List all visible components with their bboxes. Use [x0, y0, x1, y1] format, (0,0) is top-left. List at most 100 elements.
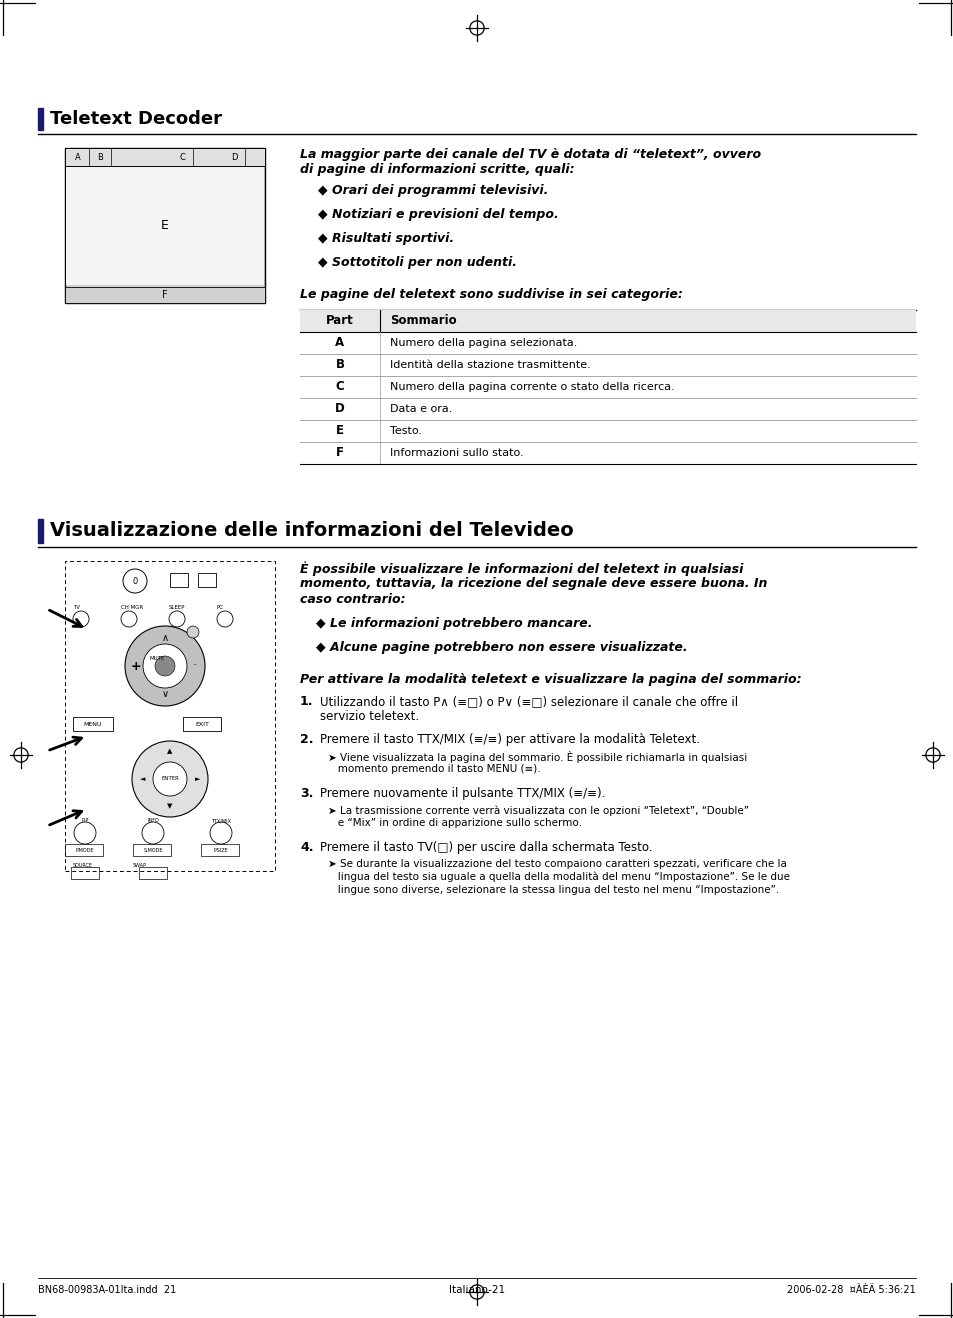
Text: Informazioni sullo stato.: Informazioni sullo stato. [390, 448, 523, 457]
Text: momento premendo il tasto ​MENU​ (≡).: momento premendo il tasto ​MENU​ (≡). [328, 764, 540, 774]
Text: È possibile visualizzare le informazioni del teletext in qualsiasi: È possibile visualizzare le informazioni… [299, 561, 742, 576]
Bar [66, 166, 264, 285]
Text: F: F [335, 447, 344, 460]
Text: PC: PC [216, 605, 224, 610]
Text: B: B [97, 153, 103, 162]
Text: 1.: 1. [299, 695, 314, 708]
Text: ➤ La trasmissione corrente verrà visualizzata con le opzioni “Teletext”, “Double: ➤ La trasmissione corrente verrà visuali… [328, 805, 748, 816]
Bar [299, 310, 915, 332]
Text: A: A [335, 336, 344, 349]
Text: ◆ Risultati sportivi.: ◆ Risultati sportivi. [317, 232, 454, 245]
Text: ENTER: ENTER [161, 776, 179, 782]
Text: Data e ora.: Data e ora. [390, 405, 452, 414]
Text: 4.: 4. [299, 841, 314, 854]
Text: SLEEP: SLEEP [169, 605, 185, 610]
Bar [65, 561, 274, 871]
Text: BN68-00983A-01Ita.indd  21: BN68-00983A-01Ita.indd 21 [38, 1285, 176, 1296]
Bar [183, 717, 221, 731]
Text: 3.: 3. [299, 787, 313, 800]
Text: S.MODE: S.MODE [143, 849, 163, 854]
Text: 2006-02-28  ¤ÀÈÄ 5:36:21: 2006-02-28 ¤ÀÈÄ 5:36:21 [786, 1285, 915, 1296]
Text: TV: TV [73, 605, 80, 610]
Text: MENU: MENU [84, 722, 102, 728]
Circle shape [154, 656, 174, 676]
Text: e “Mix” in ordine di apparizione sullo schermo.: e “Mix” in ordine di apparizione sullo s… [328, 818, 581, 828]
Text: Testo.: Testo. [390, 426, 421, 436]
Text: ∧: ∧ [161, 633, 169, 643]
Text: ··: ·· [193, 662, 197, 671]
Text: ➤ Viene visualizzata la pagina del sommario. È possibile richiamarla in qualsias: ➤ Viene visualizzata la pagina del somma… [328, 751, 746, 763]
Bar [170, 573, 188, 587]
Text: MUTE: MUTE [150, 655, 165, 660]
Text: E: E [335, 424, 344, 438]
Text: C: C [335, 381, 344, 394]
Text: lingue sono diverse, selezionare la stessa lingua del testo nel menu “Impostazio: lingue sono diverse, selezionare la stes… [328, 884, 779, 895]
Text: servizio teletext.: servizio teletext. [319, 710, 418, 724]
Text: D: D [231, 153, 237, 162]
Text: ►: ► [194, 776, 200, 782]
Bar [71, 867, 99, 879]
Bar [201, 844, 239, 855]
Text: Sommario: Sommario [390, 315, 456, 327]
Text: lingua del testo sia uguale a quella della modalità del menu “Impostazione”. Se : lingua del testo sia uguale a quella del… [328, 873, 789, 883]
Text: B: B [335, 358, 344, 372]
Text: +: + [131, 659, 141, 672]
Text: Numero della pagina corrente o stato della ricerca.: Numero della pagina corrente o stato del… [390, 382, 674, 391]
Text: ◆ Orari dei programmi televisivi.: ◆ Orari dei programmi televisivi. [317, 185, 548, 196]
Text: SOURCE: SOURCE [73, 863, 92, 869]
Text: ◆ Sottotitoli per non udenti.: ◆ Sottotitoli per non udenti. [317, 256, 517, 269]
Text: di pagine di informazioni scritte, quali:: di pagine di informazioni scritte, quali… [299, 163, 574, 177]
Text: F: F [162, 290, 168, 301]
Text: Part: Part [326, 315, 354, 327]
Text: INFO: INFO [147, 818, 159, 824]
Text: Numero della pagina selezionata.: Numero della pagina selezionata. [390, 337, 577, 348]
Text: Teletext Decoder: Teletext Decoder [50, 109, 222, 128]
Text: ▼: ▼ [167, 804, 172, 809]
Text: PIP: PIP [81, 818, 89, 824]
Text: ∨: ∨ [161, 689, 169, 699]
Text: Utilizzando il tasto P∧ (≡□) o P∨ (≡□) selezionare il canale che offre il: Utilizzando il tasto P∧ (≡□) o P∨ (≡□) s… [319, 695, 738, 708]
Text: ▲: ▲ [167, 749, 172, 755]
Text: caso contrario:: caso contrario: [299, 593, 405, 606]
Bar [65, 148, 265, 166]
Circle shape [125, 626, 205, 706]
Text: SWAP: SWAP [132, 863, 147, 869]
Bar [139, 867, 167, 879]
Text: Premere il tasto ​TV​(□) per uscire dalla schermata Testo.: Premere il tasto ​TV​(□) per uscire dall… [319, 841, 652, 854]
Circle shape [143, 645, 187, 688]
Text: E: E [161, 219, 169, 232]
Text: Premere nuovamente il pulsante ​TTX/MIX​ (≡/≡).: Premere nuovamente il pulsante ​TTX/MIX​… [319, 787, 605, 800]
Text: Italiano-21: Italiano-21 [449, 1285, 504, 1296]
Circle shape [132, 741, 208, 817]
Text: momento, tuttavia, la ricezione del segnale deve essere buona. In: momento, tuttavia, la ricezione del segn… [299, 577, 766, 590]
Bar [132, 844, 171, 855]
Text: Visualizzazione delle informazioni del Televideo: Visualizzazione delle informazioni del T… [50, 522, 573, 540]
Circle shape [152, 762, 187, 796]
Text: Le pagine del teletext sono suddivise in sei categorie:: Le pagine del teletext sono suddivise in… [299, 289, 682, 301]
Text: ◆ Notiziari e previsioni del tempo.: ◆ Notiziari e previsioni del tempo. [317, 208, 558, 221]
Text: Per attivare la modalità teletext e visualizzare la pagina del sommario:: Per attivare la modalità teletext e visu… [299, 673, 801, 685]
Bar [38, 108, 43, 130]
Text: P.SIZE: P.SIZE [213, 849, 228, 854]
Bar [38, 519, 43, 543]
Text: ◄: ◄ [140, 776, 145, 782]
Bar [65, 287, 265, 303]
Text: ➤ Se durante la visualizzazione del testo compaiono caratteri spezzati, verifica: ➤ Se durante la visualizzazione del test… [328, 859, 786, 869]
Text: ◆ Le informazioni potrebbero mancare.: ◆ Le informazioni potrebbero mancare. [315, 617, 592, 630]
Text: EXIT: EXIT [194, 722, 209, 728]
Text: CH MGR: CH MGR [121, 605, 143, 610]
Bar [198, 573, 215, 587]
Bar [65, 844, 103, 855]
Text: Identità della stazione trasmittente.: Identità della stazione trasmittente. [390, 360, 590, 370]
Text: P.MODE: P.MODE [75, 849, 94, 854]
Text: 2.: 2. [299, 733, 314, 746]
Circle shape [187, 626, 199, 638]
Bar [73, 717, 112, 731]
Text: C: C [179, 153, 185, 162]
Text: ◆ Alcune pagine potrebbero non essere visualizzate.: ◆ Alcune pagine potrebbero non essere vi… [315, 641, 687, 654]
Text: A: A [75, 153, 81, 162]
Bar [65, 148, 265, 303]
Text: La maggior parte dei canale del TV è dotata di “teletext”, ovvero: La maggior parte dei canale del TV è dot… [299, 148, 760, 161]
Text: D: D [335, 402, 345, 415]
Text: TTX/MIX: TTX/MIX [211, 818, 231, 824]
